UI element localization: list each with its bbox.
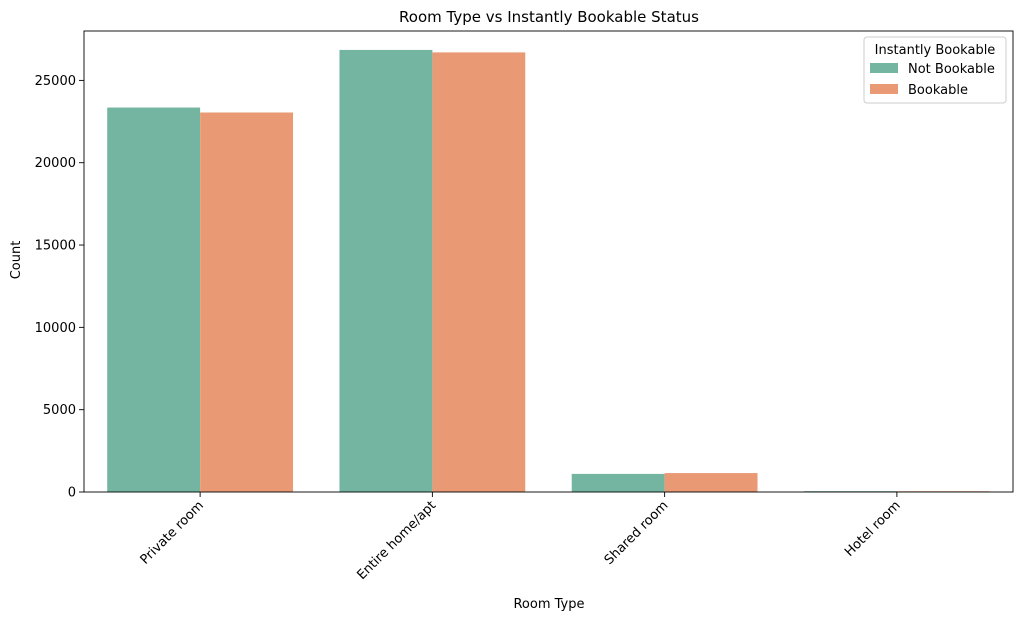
x-tick-label: Private room: [138, 498, 207, 567]
bar: [107, 107, 201, 492]
chart-title: Room Type vs Instantly Bookable Status: [399, 8, 699, 26]
plot-frame: [83, 30, 1014, 493]
legend-title: Instantly Bookable: [875, 43, 996, 58]
y-tick-label: 5000: [43, 403, 76, 418]
legend-label: Not Bookable: [908, 62, 995, 77]
y-tick-label: 20000: [35, 156, 76, 171]
bar: [200, 112, 294, 492]
y-tick-label: 10000: [35, 321, 76, 336]
legend: Instantly Bookable Not Bookable Bookable: [863, 36, 1007, 104]
y-tick-label: 0: [68, 486, 76, 501]
y-axis: 0 5000 10000 15000 20000 25000: [35, 74, 84, 501]
x-axis: Private room Entire home/apt Shared room Ho…: [138, 492, 904, 583]
legend-box: [863, 36, 1007, 104]
bar: [339, 49, 433, 493]
y-tick-label: 15000: [35, 239, 76, 254]
y-axis-label: Count: [9, 241, 24, 280]
x-tick-label: Hotel room: [842, 498, 904, 560]
bar: [432, 52, 526, 493]
legend-swatch: [870, 63, 898, 73]
bar: [664, 473, 758, 492]
legend-label: Bookable: [908, 83, 968, 98]
bar: [571, 473, 665, 492]
x-axis-label: Room Type: [513, 597, 584, 612]
x-tick-label: Shared room: [602, 498, 672, 568]
x-tick-label: Entire home/apt: [354, 498, 439, 583]
y-tick-label: 25000: [35, 74, 76, 89]
legend-swatch: [870, 84, 898, 94]
plot-area: [83, 30, 1014, 493]
